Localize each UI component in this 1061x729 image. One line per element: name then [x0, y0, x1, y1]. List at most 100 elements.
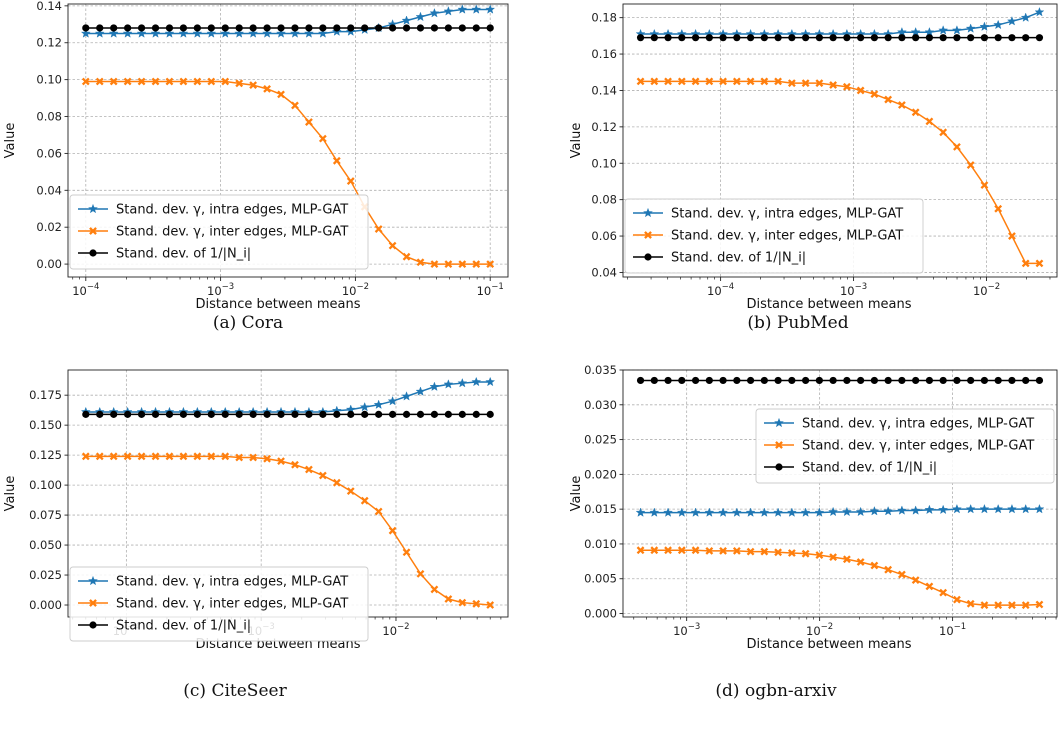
legend-label-inter: Stand. dev. γ, inter edges, MLP-GAT	[802, 439, 1034, 454]
data-point-inv	[746, 376, 755, 385]
data-point-inv	[82, 24, 90, 32]
data-point-inv	[678, 376, 686, 385]
data-point-inv	[1008, 376, 1016, 385]
data-point-inter	[774, 77, 782, 86]
data-point-inv	[788, 376, 796, 385]
y-tick-label: 0.08	[591, 193, 617, 207]
y-tick-label: 0.06	[36, 146, 62, 160]
y-tick-label: 0.005	[584, 572, 617, 586]
x-tick-label: 10−3	[673, 622, 700, 638]
legend-marker-inv	[644, 253, 652, 261]
data-point-inv	[319, 410, 327, 418]
data-point-inter	[207, 452, 216, 461]
legend: Stand. dev. γ, intra edges, MLP-GAT Stand…	[69, 194, 369, 270]
y-tick-label: 0.12	[36, 36, 62, 50]
data-point-intra	[690, 507, 701, 517]
data-point-inter	[925, 582, 934, 591]
series-line-intra	[85, 381, 491, 413]
data-point-inv	[179, 410, 188, 418]
data-point-inter	[151, 452, 160, 461]
data-point-inter	[870, 90, 879, 98]
x-tick-label: 10−2	[973, 282, 1000, 298]
legend-marker-intra	[643, 207, 653, 218]
data-point-inv	[870, 34, 878, 42]
data-point-inter	[829, 553, 838, 562]
legend-label-inter: Stand. dev. γ, inter edges, MLP-GAT	[671, 229, 903, 244]
y-tick-label: 0.010	[584, 537, 617, 551]
data-point-inv	[110, 410, 118, 418]
data-point-inter	[221, 452, 230, 461]
series-inter	[81, 77, 495, 268]
y-axis-label: Value	[569, 123, 584, 159]
data-point-intra	[276, 28, 286, 38]
data-point-inv	[719, 376, 727, 385]
data-point-inter	[151, 77, 160, 86]
x-tick-label: 10−2	[806, 622, 833, 638]
data-point-inv	[705, 34, 713, 42]
y-tick-label: 0.030	[584, 398, 617, 412]
legend-label-intra: Stand. dev. γ, intra edges, MLP-GAT	[116, 575, 348, 590]
y-tick-label: 0.175	[29, 388, 62, 402]
data-point-intra	[262, 28, 273, 38]
plot-frame	[622, 369, 1058, 618]
data-point-intra	[663, 507, 673, 517]
data-point-inter	[939, 128, 948, 137]
series-inter	[636, 546, 1044, 610]
data-point-inv	[430, 410, 439, 418]
data-point-inter	[472, 599, 481, 608]
data-point-inter	[123, 77, 132, 86]
data-point-inter	[263, 454, 271, 463]
legend-marker-inter	[89, 227, 97, 235]
data-point-inter	[416, 258, 425, 267]
data-point-inv	[458, 24, 466, 32]
series-line-inter	[640, 549, 1040, 606]
data-point-inv	[774, 376, 782, 385]
data-point-inv	[1035, 376, 1044, 385]
y-tick-label: 0.18	[591, 11, 617, 25]
data-point-inter	[486, 260, 495, 268]
data-point-inter	[332, 156, 341, 165]
data-point-inv	[636, 376, 645, 385]
data-point-inv	[333, 410, 341, 418]
x-tick-label: 10−1	[477, 282, 504, 298]
data-point-intra	[704, 507, 715, 517]
series-inv	[82, 24, 494, 32]
data-point-intra	[1007, 16, 1017, 26]
data-point-inter	[774, 548, 782, 557]
data-point-inter	[746, 547, 755, 556]
data-point-inter	[416, 569, 425, 578]
data-point-intra	[485, 4, 496, 14]
data-point-inter	[305, 118, 313, 126]
data-point-inter	[123, 452, 132, 461]
panel-caption: (a) Cora	[213, 313, 283, 333]
data-point-inter	[402, 548, 411, 557]
data-point-inter	[898, 570, 906, 579]
data-point-intra	[938, 25, 949, 35]
data-point-inv	[124, 24, 132, 32]
legend-marker-inter	[644, 231, 652, 239]
data-point-inter	[277, 457, 285, 466]
data-point-inter	[911, 108, 920, 117]
data-point-inter	[732, 77, 741, 86]
data-point-inter	[705, 77, 714, 86]
data-point-inter	[664, 77, 672, 86]
data-point-intra	[234, 28, 245, 38]
data-point-intra	[94, 28, 105, 38]
data-point-intra	[924, 504, 935, 515]
y-tick-label: 0.015	[584, 502, 617, 516]
data-point-inter	[430, 585, 439, 594]
data-point-inter	[980, 601, 989, 610]
data-point-intra	[80, 28, 91, 38]
data-point-inv	[746, 34, 755, 42]
y-tick-label: 0.075	[29, 508, 62, 522]
data-point-intra	[828, 506, 839, 517]
data-point-intra	[457, 378, 468, 388]
data-point-inter	[137, 77, 146, 86]
data-point-inter	[636, 546, 645, 555]
data-point-inv	[486, 410, 494, 418]
chart-panel-1: 0.00 0.02 0.04 0.06 0.08 0.10 0.12 0.14 10−4 10−3…	[3, 0, 509, 333]
data-point-inv	[760, 34, 768, 42]
data-point-inv	[939, 34, 947, 42]
data-point-intra	[759, 507, 770, 517]
y-tick-label: 0.14	[591, 83, 617, 97]
